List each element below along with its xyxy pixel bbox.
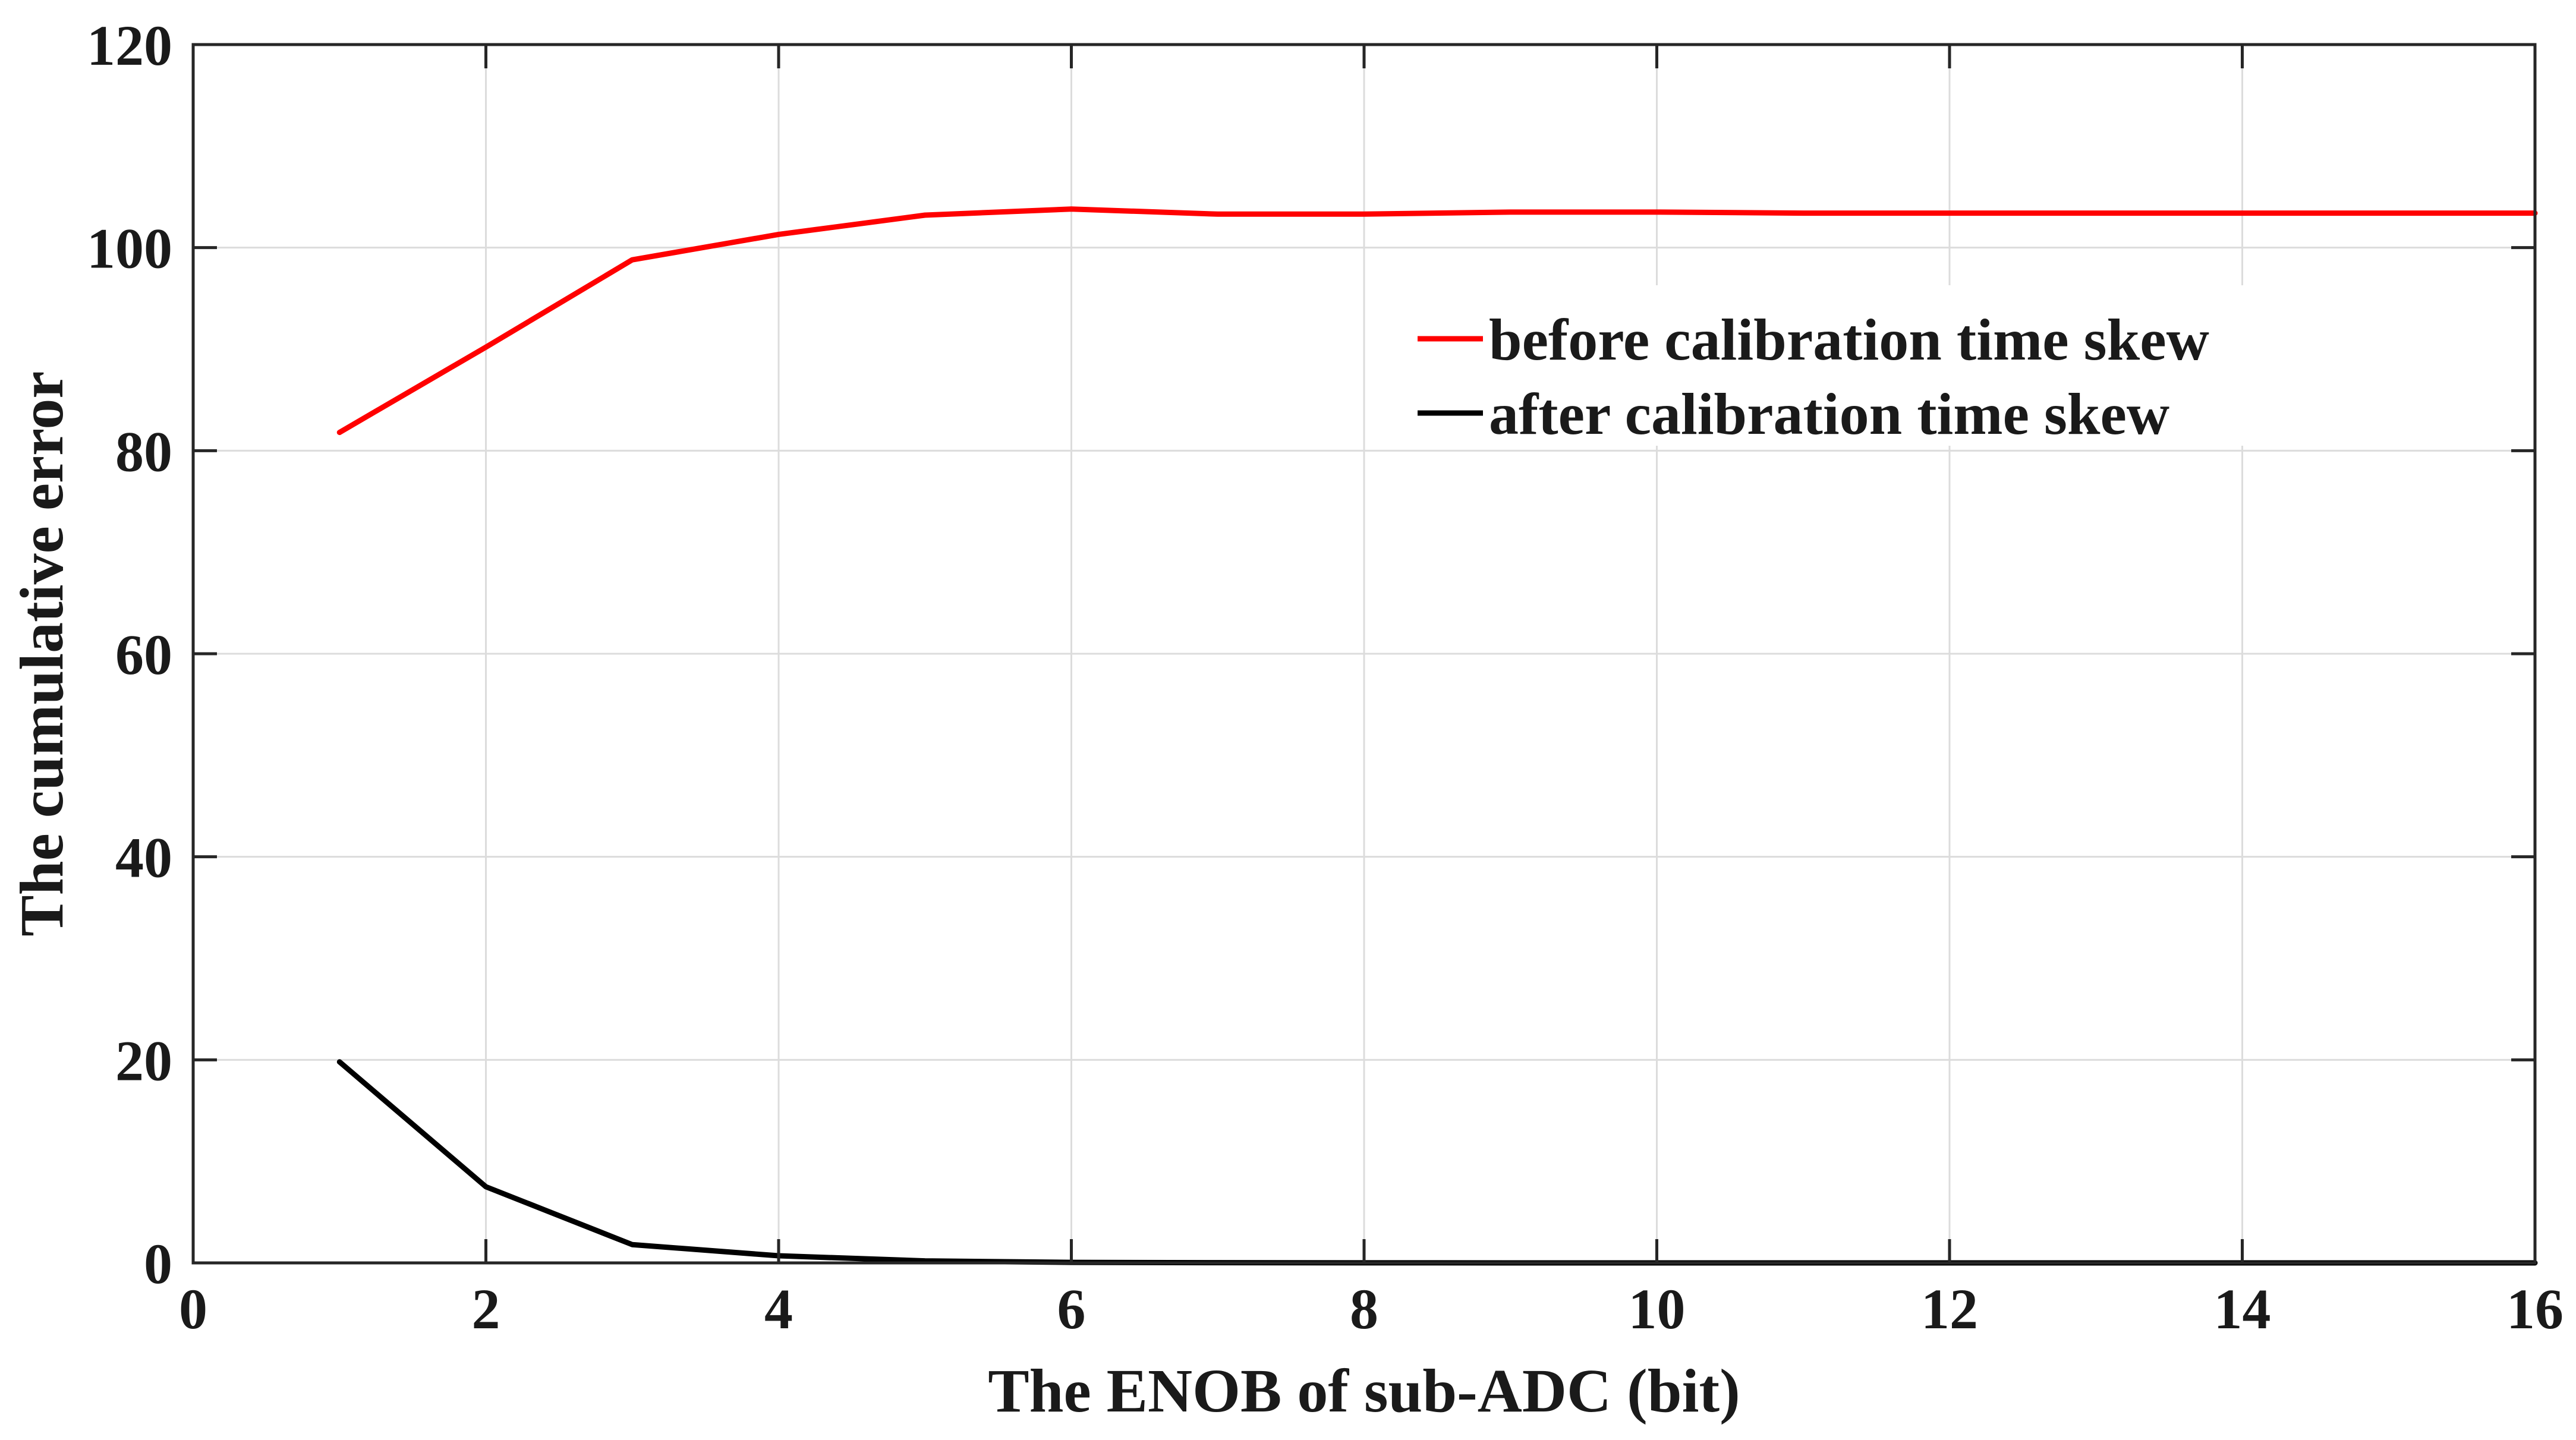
axis-ticks: 0 2 4 6 8 10 12 14 16 0 20 40 60 80 100 120: [87, 14, 2564, 1341]
series-line-before: [336, 206, 2538, 436]
y-tick-label: 60: [115, 623, 172, 686]
x-tick-label: 6: [1057, 1277, 1086, 1341]
x-tick-label: 8: [1350, 1277, 1378, 1341]
legend: before calibration time skew after calib…: [1406, 285, 2321, 447]
legend-label-before: before calibration time skew: [1489, 307, 2209, 373]
y-tick-label: 0: [144, 1232, 172, 1296]
y-tick-label: 20: [115, 1029, 172, 1092]
x-tick-label: 16: [2506, 1277, 2564, 1341]
grid: [193, 45, 2535, 1263]
x-tick-label: 14: [2214, 1277, 2271, 1341]
y-axis-label: The cumulative error: [8, 371, 76, 936]
y-tick-label: 100: [87, 217, 172, 281]
x-tick-label: 12: [1921, 1277, 1978, 1341]
x-tick-label: 0: [179, 1277, 207, 1341]
x-axis-label: The ENOB of sub-ADC (bit): [988, 1357, 1740, 1425]
x-tick-label: 2: [472, 1277, 500, 1341]
y-tick-label: 40: [115, 826, 172, 890]
legend-label-after: after calibration time skew: [1489, 381, 2169, 447]
x-tick-label: 10: [1629, 1277, 1686, 1341]
legend-background: [1406, 285, 2321, 446]
x-tick-label: 4: [764, 1277, 793, 1341]
y-tick-label: 120: [87, 14, 172, 77]
y-tick-label: 80: [115, 420, 172, 483]
